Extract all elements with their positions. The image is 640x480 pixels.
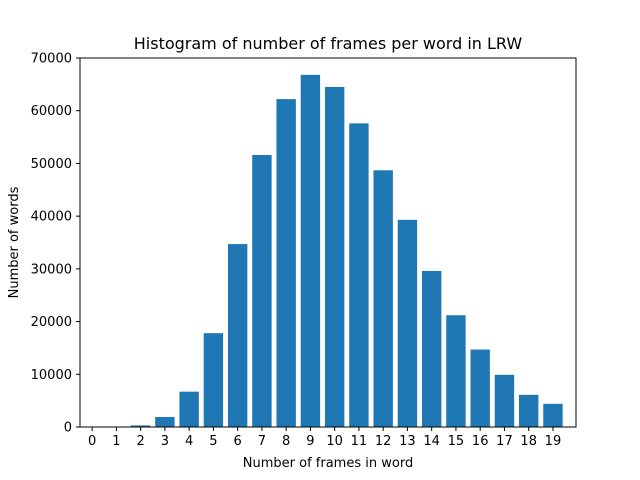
bar-12 (373, 170, 393, 427)
bar-14 (421, 270, 442, 427)
y-tick-label-20000: 20000 (31, 315, 72, 330)
y-tick-label-10000: 10000 (31, 368, 72, 383)
bar-2 (130, 425, 151, 427)
bar-5 (203, 333, 224, 427)
bar-17 (494, 374, 515, 427)
x-axis: 0 1 2 3 4 5 6 7 8 9 10 11 12 13 14 15 16 17 18 19 (88, 427, 561, 449)
bar-19 (543, 403, 563, 427)
x-tick-label-17: 17 (496, 434, 513, 449)
bars-group (130, 74, 563, 428)
x-tick-label-12: 12 (375, 434, 392, 449)
x-tick-label-18: 18 (520, 434, 537, 449)
x-tick-label-7: 7 (258, 434, 266, 449)
y-tick-label-70000: 70000 (31, 52, 72, 67)
x-tick-label-14: 14 (423, 434, 440, 449)
y-tick-label-30000: 30000 (31, 262, 72, 277)
x-tick-label-16: 16 (472, 434, 489, 449)
x-tick-label-15: 15 (448, 434, 465, 449)
y-tick-label-50000: 50000 (31, 157, 72, 172)
x-tick-label-19: 19 (545, 434, 562, 449)
x-tick-label-11: 11 (351, 434, 368, 449)
x-tick-label-10: 10 (326, 434, 343, 449)
bar-11 (349, 123, 369, 428)
bar-7 (252, 154, 272, 428)
bar-3 (155, 416, 175, 427)
y-tick-label-40000: 40000 (31, 210, 72, 225)
x-tick-label-3: 3 (161, 434, 169, 449)
bar-6 (227, 244, 248, 427)
plot-frame (79, 57, 577, 428)
bar-18 (519, 394, 539, 427)
bar-15 (446, 315, 466, 427)
x-tick-label-2: 2 (136, 434, 144, 449)
bar-4 (179, 391, 199, 427)
x-tick-label-8: 8 (282, 434, 290, 449)
bar-16 (470, 349, 490, 427)
x-tick-label-5: 5 (209, 434, 217, 449)
x-axis-label: Number of frames in word (243, 456, 413, 471)
y-axis: 0 10000 20000 30000 40000 50000 60000 70000 (31, 52, 80, 436)
y-tick-label-60000: 60000 (31, 104, 72, 119)
bar-8 (276, 99, 296, 428)
x-tick-label-0: 0 (88, 434, 96, 449)
x-tick-label-13: 13 (399, 434, 416, 449)
y-axis-label: Number of words (7, 186, 22, 298)
bar-13 (397, 219, 418, 427)
bar-9 (300, 74, 321, 428)
x-tick-label-4: 4 (185, 434, 193, 449)
y-tick-label-0: 0 (64, 421, 72, 436)
bar-10 (324, 86, 345, 428)
x-tick-label-6: 6 (234, 434, 242, 449)
x-tick-label-1: 1 (112, 434, 120, 449)
x-tick-label-9: 9 (306, 434, 314, 449)
chart-title: Histogram of number of frames per word i… (134, 34, 523, 53)
